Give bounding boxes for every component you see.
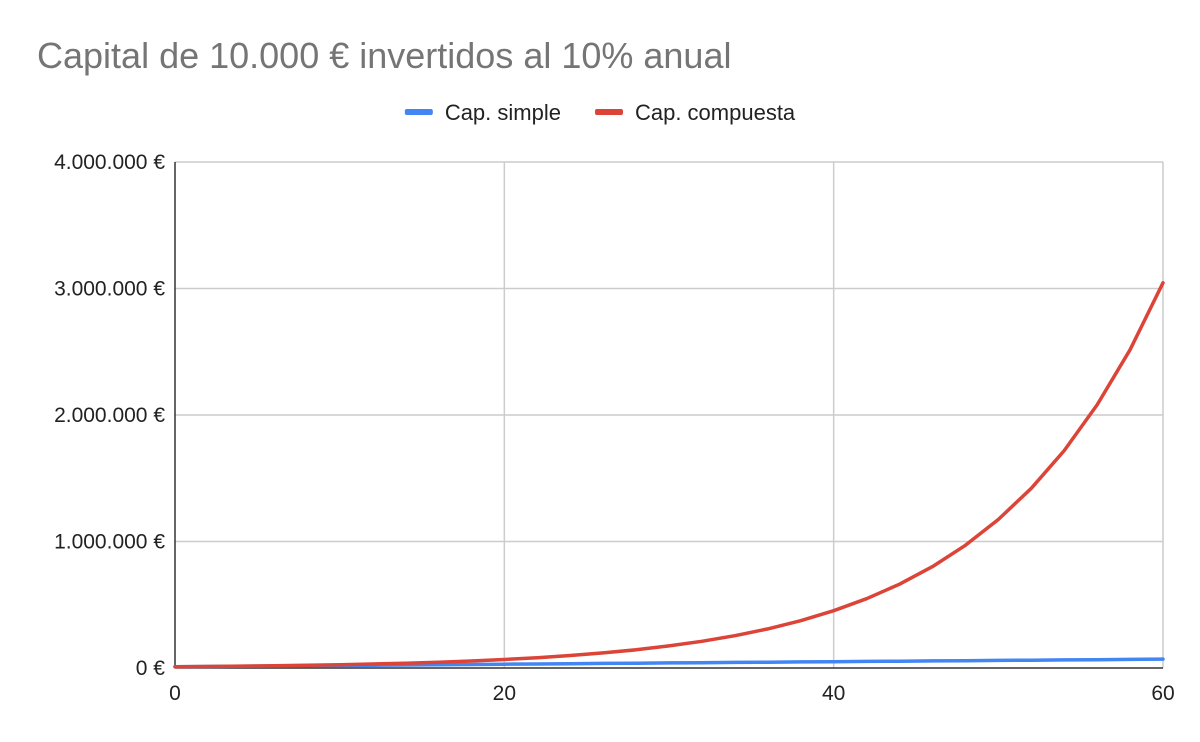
legend: Cap. simple Cap. compuesta (404, 100, 796, 125)
axes (174, 162, 1163, 669)
y-tick-label: 0 € (136, 657, 166, 680)
y-tick-label: 4.000.000 € (54, 151, 165, 174)
x-tick-label: 40 (822, 682, 845, 705)
y-tick-label: 2.000.000 € (54, 404, 165, 427)
series-line-1 (173, 281, 1165, 669)
tick-labels: 0 € 1.000.000 € 2.000.000 € 3.000.000 € 4.00… (54, 151, 1175, 705)
series-lines (173, 281, 1165, 669)
x-tick-label: 0 (169, 682, 181, 705)
y-tick-label: 3.000.000 € (54, 278, 165, 301)
legend-label: Cap. compuesta (635, 100, 796, 125)
x-tick-label: 60 (1151, 682, 1174, 705)
x-tick-label: 20 (493, 682, 516, 705)
legend-label: Cap. simple (445, 100, 561, 125)
legend-swatch (594, 109, 623, 115)
grid (175, 161, 1164, 668)
legend-swatch (404, 109, 433, 115)
y-tick-label: 1.000.000 € (54, 531, 165, 554)
chart-title: Capital de 10.000 € invertidos al 10% an… (37, 35, 731, 76)
